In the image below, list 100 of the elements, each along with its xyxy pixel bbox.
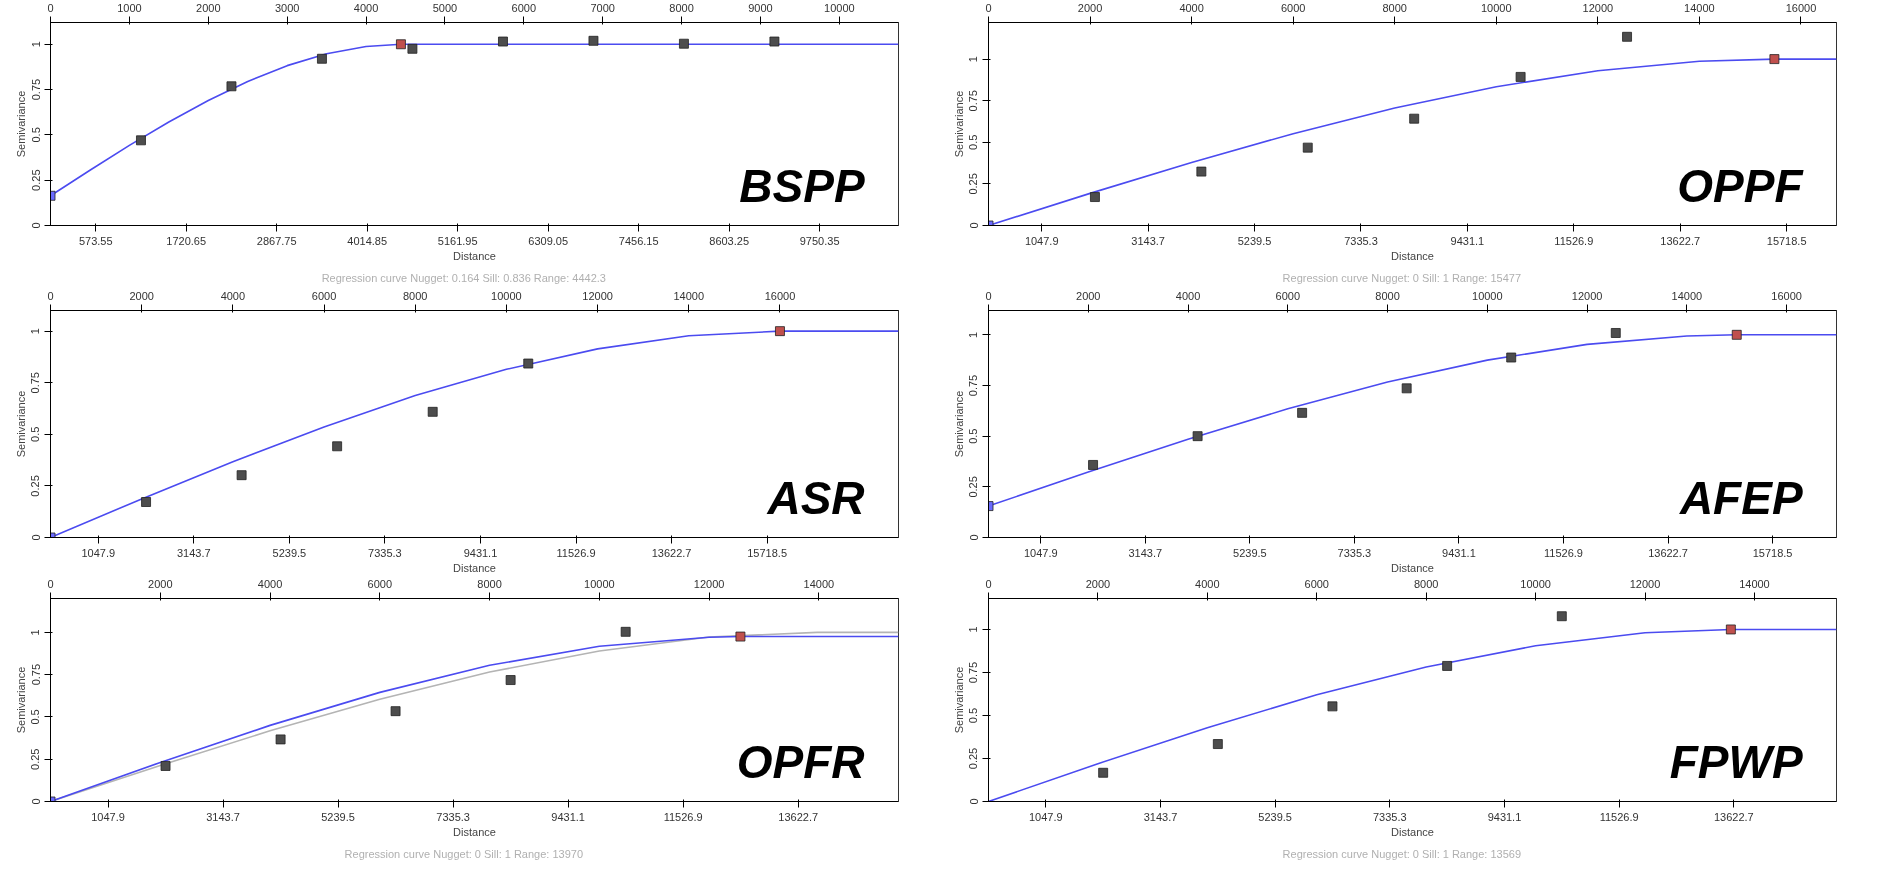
x-tick-label: 9431.1 bbox=[1442, 546, 1476, 559]
point bbox=[769, 36, 780, 47]
x2-tick-label: 4000 bbox=[353, 1, 379, 14]
y-tick-label: 0.75 bbox=[29, 372, 42, 394]
y-tick-label: 1 bbox=[967, 626, 980, 633]
y-tick-label: 1 bbox=[967, 331, 980, 338]
x2-tick-label: 2000 bbox=[1085, 577, 1111, 590]
point bbox=[136, 135, 146, 146]
x2-tick-label: 14000 bbox=[673, 289, 705, 302]
x-tick-label: 13622.7 bbox=[1648, 546, 1688, 559]
point bbox=[1088, 460, 1098, 470]
point bbox=[1506, 352, 1517, 363]
x-tick-label: 5239.5 bbox=[1237, 234, 1272, 247]
x2-tick-label: 0 bbox=[985, 577, 992, 590]
x2-tick-label: 8000 bbox=[1413, 577, 1439, 590]
x-axis-title: Distance bbox=[453, 249, 496, 262]
x2-tick-label: 14000 bbox=[1739, 577, 1770, 590]
x2-tick-label: 9000 bbox=[748, 1, 773, 14]
point bbox=[620, 626, 631, 637]
point bbox=[588, 35, 599, 46]
y-tick-label: 0.75 bbox=[29, 78, 42, 101]
x-tick-label: 3143.7 bbox=[206, 810, 240, 823]
x-axis-title: Distance bbox=[453, 825, 496, 838]
y-tick-label: 0.5 bbox=[967, 134, 980, 150]
y-tick-label: 0.5 bbox=[29, 127, 42, 143]
point bbox=[317, 53, 327, 64]
point bbox=[1515, 72, 1526, 82]
x2-tick-label: 12000 bbox=[1582, 1, 1614, 14]
x-tick-label: 7456.15 bbox=[618, 234, 659, 247]
y-tick-label: 0 bbox=[967, 798, 980, 805]
x-tick-label: 13622.7 bbox=[1660, 234, 1701, 247]
x2-tick-label: 7000 bbox=[590, 1, 615, 14]
y-tick-label: 0 bbox=[967, 222, 980, 229]
x-tick-label: 4014.85 bbox=[347, 234, 388, 247]
x-tick-label: 9431.1 bbox=[551, 810, 585, 823]
x2-tick-label: 0 bbox=[985, 1, 992, 14]
x2-tick-label: 2000 bbox=[148, 577, 173, 590]
x-tick-label: 2867.75 bbox=[256, 234, 297, 247]
x-tick-label: 9431.1 bbox=[1450, 234, 1485, 247]
x2-tick-label: 10000 bbox=[584, 577, 615, 590]
text: Regression curve Nugget: 0 Sill: 1 Range: 15477 bbox=[1282, 271, 1522, 284]
x2-tick-label: 14000 bbox=[1684, 1, 1715, 14]
point bbox=[1297, 407, 1308, 418]
y-tick-label: 0.25 bbox=[29, 475, 42, 497]
x2-tick-label: 4000 bbox=[1179, 1, 1204, 14]
x-tick-label: 8603.25 bbox=[709, 234, 750, 247]
point bbox=[735, 631, 746, 642]
x-tick-label: 5239.5 bbox=[272, 546, 307, 559]
y-tick-label: 0 bbox=[967, 534, 980, 541]
x-tick-label: 11526.9 bbox=[663, 810, 703, 823]
x-tick-label: 7335.3 bbox=[1337, 546, 1372, 559]
x2-tick-label: 2000 bbox=[1077, 1, 1103, 14]
y-tick-label: 0.25 bbox=[29, 169, 42, 191]
x-tick-label: 1720.65 bbox=[166, 234, 207, 247]
y-tick-label: 0.75 bbox=[967, 89, 980, 112]
y-tick-label: 0.5 bbox=[967, 707, 980, 724]
y-tick-label: 0.25 bbox=[967, 476, 980, 498]
x-tick-label: 1047.9 bbox=[81, 546, 116, 559]
point bbox=[427, 406, 438, 417]
x-axis-title: Distance bbox=[1391, 825, 1434, 838]
x2-tick-label: 16000 bbox=[1771, 289, 1802, 302]
x-tick-label: 1047.9 bbox=[1024, 234, 1059, 247]
x-tick-label: 6309.05 bbox=[528, 234, 569, 247]
x-axis-title: Distance bbox=[1391, 561, 1434, 574]
x2-tick-label: 12000 bbox=[582, 289, 613, 302]
y-tick-label: 0.75 bbox=[29, 663, 42, 686]
x-tick-label: 7335.3 bbox=[368, 546, 402, 559]
x2-tick-label: 5000 bbox=[432, 1, 458, 14]
point bbox=[1090, 192, 1100, 202]
y-axis-title: Semivariance bbox=[14, 666, 27, 734]
point bbox=[775, 326, 785, 337]
x-axis-title: Distance bbox=[453, 561, 496, 574]
x2-tick-label: 0 bbox=[47, 577, 54, 590]
point bbox=[396, 39, 406, 50]
x2-tick-label: 3000 bbox=[274, 1, 300, 14]
y-tick-label: 0.25 bbox=[967, 173, 980, 195]
x2-tick-label: 16000 bbox=[764, 289, 796, 302]
x2-tick-label: 6000 bbox=[367, 577, 393, 590]
x2-tick-label: 6000 bbox=[311, 289, 337, 302]
y-tick-label: 0.5 bbox=[967, 428, 980, 444]
text: AFEP bbox=[1678, 471, 1803, 524]
x-tick-label: 11526.9 bbox=[556, 546, 596, 559]
x2-tick-label: 0 bbox=[985, 289, 992, 302]
x2-tick-label: 16000 bbox=[1785, 1, 1817, 14]
point bbox=[1212, 739, 1223, 749]
x2-tick-label: 8000 bbox=[1382, 1, 1407, 14]
x2-tick-label: 10000 bbox=[491, 289, 522, 302]
y-tick-label: 1 bbox=[967, 56, 980, 63]
point bbox=[236, 470, 247, 481]
point bbox=[390, 706, 401, 717]
point bbox=[275, 734, 286, 745]
text: Regression curve Nugget: 0.164 Sill: 0.836 Range: 4442.3 bbox=[321, 271, 606, 284]
point bbox=[1622, 31, 1632, 42]
point bbox=[679, 38, 689, 49]
y-tick-label: 0.25 bbox=[29, 748, 42, 770]
x-tick-label: 13622.7 bbox=[651, 546, 692, 559]
text: BSPP bbox=[739, 159, 865, 212]
x-tick-label: 15718.5 bbox=[1752, 546, 1793, 559]
point bbox=[1302, 142, 1313, 153]
text: Regression curve Nugget: 0 Sill: 1 Range: 13970 bbox=[344, 847, 584, 860]
